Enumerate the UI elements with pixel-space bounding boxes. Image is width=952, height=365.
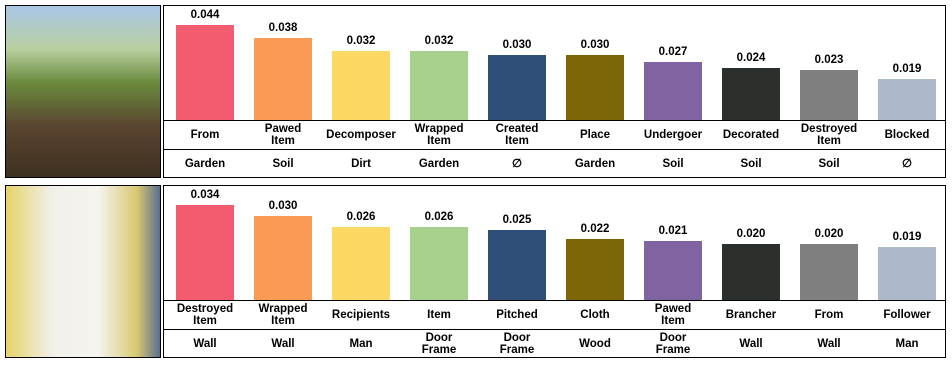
filler-label: Soil — [818, 158, 840, 170]
category-label: Pawed Item — [264, 123, 302, 147]
category-label: Pitched — [496, 309, 538, 321]
bar — [566, 238, 624, 300]
value-label: 0.023 — [814, 54, 844, 67]
bar — [488, 55, 546, 120]
bar — [722, 68, 780, 120]
category-label: Place — [579, 129, 611, 141]
category-label: Blocked — [884, 129, 930, 141]
value-label: 0.032 — [424, 34, 454, 47]
filler-label: Dirt — [351, 158, 371, 170]
filler-label: Garden — [184, 158, 226, 170]
value-label: 0.026 — [424, 211, 454, 224]
value-label: 0.044 — [190, 9, 220, 21]
filler-label: ∅ — [511, 158, 523, 170]
category-label: Pawed Item — [654, 303, 692, 327]
value-label: 0.020 — [736, 228, 766, 241]
filler-label: Wall — [271, 338, 295, 350]
filler-label: Soil — [662, 158, 684, 170]
bar — [566, 55, 624, 120]
value-label: 0.022 — [580, 222, 610, 235]
value-label: 0.034 — [190, 189, 220, 201]
bar — [488, 230, 546, 300]
category-label: Decorated — [722, 129, 780, 141]
bar — [878, 78, 936, 120]
value-label: 0.024 — [736, 52, 766, 65]
filler-label: Soil — [272, 158, 294, 170]
category-label: From — [190, 129, 220, 141]
bar — [878, 246, 936, 300]
value-label: 0.019 — [892, 230, 922, 243]
row-line — [164, 120, 945, 121]
filler-label: Man — [349, 338, 373, 350]
row-line — [164, 300, 945, 301]
filler-label: Door Frame — [499, 332, 535, 356]
filler-label: Wall — [817, 338, 841, 350]
category-label: Undergoer — [643, 129, 703, 141]
bar — [800, 244, 858, 300]
bar — [722, 244, 780, 300]
category-label: Item — [427, 309, 451, 321]
bar — [644, 241, 702, 300]
category-label: From — [814, 309, 844, 321]
category-label: Brancher — [725, 309, 777, 321]
bar — [176, 25, 234, 120]
value-label: 0.020 — [814, 228, 844, 241]
value-label: 0.021 — [658, 225, 688, 238]
value-label: 0.030 — [580, 39, 610, 52]
category-label: Wrapped Item — [414, 123, 464, 147]
bar — [800, 70, 858, 120]
category-label: Decomposer — [326, 129, 396, 141]
bar — [410, 227, 468, 300]
category-label: Recipients — [331, 309, 391, 321]
filler-label: Man — [895, 338, 919, 350]
row-line — [164, 329, 945, 330]
bar — [644, 61, 702, 120]
filler-label: Wall — [193, 338, 217, 350]
value-label: 0.032 — [346, 34, 376, 47]
filler-label: Door Frame — [655, 332, 691, 356]
bar — [254, 37, 312, 120]
value-label: 0.019 — [892, 62, 922, 75]
filler-label: Garden — [418, 158, 460, 170]
category-label: Destroyed Item — [176, 303, 234, 327]
filler-label: Wall — [739, 338, 763, 350]
photo — [5, 5, 161, 178]
category-label: Follower — [883, 309, 931, 321]
value-label: 0.030 — [268, 200, 298, 213]
filler-label: Soil — [740, 158, 762, 170]
filler-label: Wood — [579, 338, 611, 350]
value-label: 0.030 — [502, 39, 532, 52]
bar — [254, 216, 312, 300]
category-label: Created Item — [495, 123, 539, 147]
value-label: 0.026 — [346, 211, 376, 224]
bar — [332, 227, 390, 300]
chart-panel: 0.044 From Garden 0.038 Pawed Item Soil 0.032 D… — [163, 5, 946, 178]
bar — [176, 205, 234, 300]
category-label: Cloth — [580, 309, 610, 321]
value-label: 0.027 — [658, 45, 688, 58]
category-label: Destroyed Item — [800, 123, 858, 147]
filler-label: Garden — [574, 158, 616, 170]
chart-panel: 0.034 Destroyed Item Wall 0.030 Wrapped Item… — [163, 185, 946, 358]
photo — [5, 185, 161, 358]
value-label: 0.025 — [502, 214, 532, 227]
bar — [410, 50, 468, 120]
row-line — [164, 149, 945, 150]
bar — [332, 50, 390, 120]
value-label: 0.038 — [268, 21, 298, 34]
filler-label: Door Frame — [421, 332, 457, 356]
filler-label: ∅ — [901, 158, 913, 170]
category-label: Wrapped Item — [258, 303, 308, 327]
